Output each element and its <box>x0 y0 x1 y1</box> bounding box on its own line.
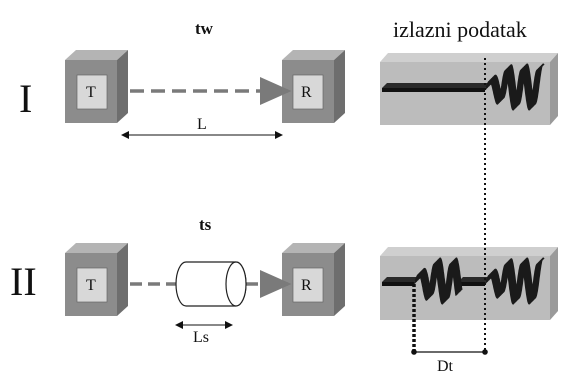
signal-wave-row2-early <box>413 257 463 305</box>
signal-wave-row1 <box>484 63 545 111</box>
row2-numeral: II <box>10 259 37 304</box>
receiver-block-row2 <box>282 243 345 316</box>
output-header: izlazni podatak <box>393 17 527 42</box>
output-panel-row1 <box>380 53 558 125</box>
row2-receiver-label: R <box>301 277 312 294</box>
output-panel-row2 <box>380 247 558 320</box>
delay-label: Dt <box>437 358 453 375</box>
transmitter-block-row1 <box>65 50 128 123</box>
row1-transmitter-label: T <box>86 84 96 101</box>
row1-numeral: I <box>19 76 33 121</box>
row1-receiver-label: R <box>301 84 312 101</box>
row1-time-label: tw <box>195 19 213 38</box>
row2-distance-label: Ls <box>193 329 209 346</box>
signal-wave-row2-late <box>484 257 545 305</box>
transmitter-block-row2 <box>65 243 128 316</box>
row2-time-label: ts <box>199 215 212 234</box>
row1-distance-label: L <box>197 116 207 133</box>
sample-cylinder <box>175 261 247 307</box>
row2-transmitter-label: T <box>86 277 96 294</box>
receiver-block-row1 <box>282 50 345 123</box>
